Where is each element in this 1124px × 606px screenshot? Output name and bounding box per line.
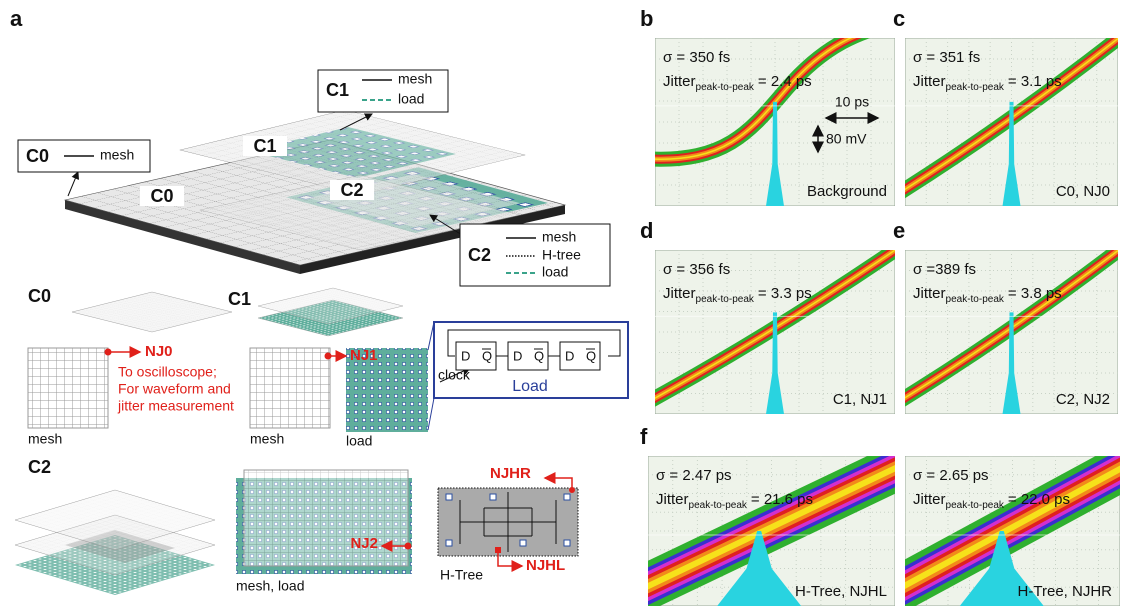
note: jitter measurement — [117, 398, 234, 414]
panel-label: f — [640, 424, 648, 449]
panel-label: a — [10, 6, 23, 31]
node-label: NJ2 — [350, 535, 378, 552]
jitter-value: = 22.0 ps — [1008, 491, 1070, 508]
sigma: σ = 350 fs — [663, 49, 730, 66]
panel-label: e — [893, 218, 905, 243]
jitter-label: Jitter — [913, 73, 946, 90]
section-title: C2 — [28, 457, 51, 477]
note: For waveform and — [118, 381, 231, 397]
jitter-value: = 21.6 ps — [751, 491, 813, 508]
c1-mesh — [250, 348, 330, 428]
caption: C0, NJ0 — [1056, 183, 1110, 200]
caption: C2, NJ2 — [1056, 391, 1110, 408]
sigma: σ = 2.65 ps — [913, 467, 989, 484]
jitter-label: Jitter — [913, 491, 946, 508]
caption: mesh — [250, 431, 284, 447]
caption: H-Tree — [440, 567, 483, 583]
ff-d: D — [565, 348, 574, 363]
caption: C1, NJ1 — [833, 391, 887, 408]
legend-item: load — [398, 91, 424, 107]
c2-mesh — [244, 470, 408, 566]
jitter-sub: peak-to-peak — [696, 294, 755, 305]
caption: load — [346, 433, 372, 449]
legend-item: mesh — [542, 229, 576, 245]
scale-time: 10 ps — [835, 94, 869, 110]
legend-item: mesh — [398, 71, 432, 87]
load-title: Load — [512, 378, 548, 395]
ff-q: Q — [534, 348, 544, 363]
legend-item: H-tree — [542, 247, 581, 263]
caption: Background — [807, 183, 887, 200]
legend-item: load — [542, 264, 568, 280]
node-label: NJHR — [490, 465, 531, 482]
jitter-sub: peak-to-peak — [696, 82, 755, 93]
load-box: clock Load DQDQDQ — [434, 322, 628, 398]
panel-label: b — [640, 6, 653, 31]
chip-label: C0 — [150, 186, 173, 206]
c2-mini — [15, 490, 215, 595]
caption: H-Tree, NJHL — [795, 583, 887, 600]
sigma: σ =389 fs — [913, 261, 976, 278]
panel-label: d — [640, 218, 653, 243]
jitter-sub: peak-to-peak — [946, 82, 1005, 93]
node-label: NJ0 — [145, 343, 173, 360]
jitter-value: = 3.1 ps — [1008, 73, 1062, 90]
c0-mini — [72, 292, 232, 332]
legend-title: C2 — [468, 245, 491, 265]
jitter-value: = 3.3 ps — [758, 285, 812, 302]
jitter-label: Jitter — [663, 285, 696, 302]
chip-label: C1 — [253, 136, 276, 156]
ff-q: Q — [586, 348, 596, 363]
legend-title: C0 — [26, 146, 49, 166]
jitter-label: Jitter — [656, 491, 689, 508]
chip-label: C2 — [340, 180, 363, 200]
c0-mesh — [28, 348, 108, 428]
note: To oscilloscope; — [118, 364, 217, 380]
ff-q: Q — [482, 348, 492, 363]
sigma: σ = 2.47 ps — [656, 467, 732, 484]
legend-c2: C2 mesh H-tree load — [460, 224, 610, 286]
scope-panels: bσ = 350 fsJitterpeak-to-peak= 2.4 psBac… — [638, 6, 1124, 606]
caption: mesh, load — [236, 578, 304, 594]
sigma: σ = 351 fs — [913, 49, 980, 66]
node-label: NJHL — [526, 557, 565, 574]
jitter-sub: peak-to-peak — [689, 500, 748, 511]
legend-item: mesh — [100, 147, 134, 163]
section-title: C0 — [28, 286, 51, 306]
ff-d: D — [461, 348, 470, 363]
ff-d: D — [513, 348, 522, 363]
sigma: σ = 356 fs — [663, 261, 730, 278]
htree — [438, 478, 578, 566]
legend-title: C1 — [326, 80, 349, 100]
panel-label: c — [893, 6, 905, 31]
jitter-value: = 3.8 ps — [1008, 285, 1062, 302]
figure: a C1 C0 C2 C1 mesh load C0 mesh C2 mesh … — [0, 0, 1124, 606]
section-title: C1 — [228, 289, 251, 309]
caption: H-Tree, NJHR — [1018, 583, 1113, 600]
jitter-label: Jitter — [913, 285, 946, 302]
jitter-sub: peak-to-peak — [946, 500, 1005, 511]
node-label: NJ1 — [350, 347, 378, 364]
legend-c1: C1 mesh load — [318, 70, 448, 112]
scale-voltage: 80 mV — [826, 131, 867, 147]
caption: mesh — [28, 431, 62, 447]
jitter-label: Jitter — [663, 73, 696, 90]
jitter-sub: peak-to-peak — [946, 294, 1005, 305]
legend-c0: C0 mesh — [18, 140, 150, 172]
jitter-value: = 2.4 ps — [758, 73, 812, 90]
